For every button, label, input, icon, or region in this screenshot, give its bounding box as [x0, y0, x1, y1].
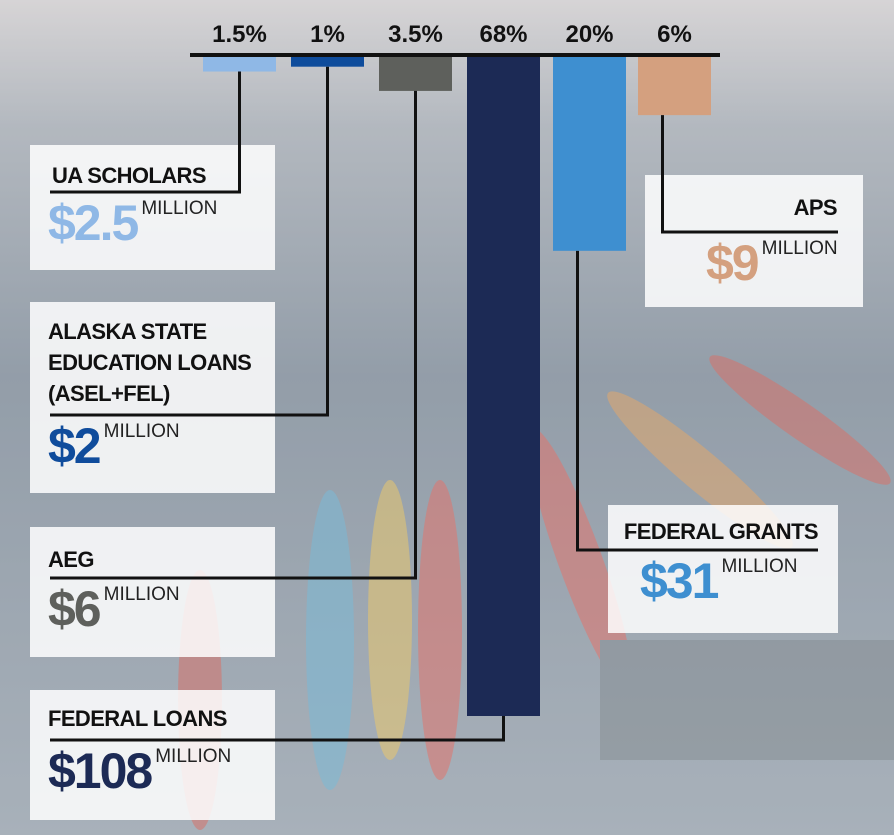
amount-value: $108: [48, 743, 151, 799]
bar: [553, 57, 626, 251]
bar: [291, 57, 364, 67]
category-label: APS: [645, 192, 837, 223]
amount-unit: MILLION: [104, 584, 180, 605]
baseline: [190, 53, 720, 57]
percent-label: 3.5%: [388, 21, 443, 48]
percent-label: 20%: [565, 21, 613, 48]
bar: [638, 57, 711, 115]
amount-value: $9: [706, 235, 758, 291]
percent-label: 1%: [310, 21, 345, 48]
amount-value: $2: [48, 418, 100, 474]
category-label: FEDERAL GRANTS: [608, 516, 818, 547]
category-label: ALASKA STATE EDUCATION LOANS (ASEL+FEL): [48, 316, 263, 409]
amount-unit: MILLION: [104, 421, 180, 442]
infographic: 1.5%1%3.5%68%20%6% UA SCHOLARS$2.5MILLIO…: [0, 0, 894, 835]
bar: [379, 57, 452, 91]
category-label: FEDERAL LOANS: [48, 703, 278, 734]
amount-value: $2.5: [48, 195, 137, 251]
percent-label: 6%: [657, 21, 692, 48]
percent-label: 1.5%: [212, 21, 267, 48]
amount-unit: MILLION: [762, 238, 838, 259]
bar: [467, 57, 540, 716]
amount-value: $31: [640, 553, 717, 609]
category-label: UA SCHOLARS: [52, 160, 282, 191]
amount-unit: MILLION: [721, 556, 797, 577]
category-label: AEG: [48, 544, 278, 575]
bar: [203, 57, 276, 72]
amount-unit: MILLION: [155, 746, 231, 767]
amount-value: $6: [48, 581, 100, 637]
amount-unit: MILLION: [141, 198, 217, 219]
percent-label: 68%: [479, 21, 527, 48]
